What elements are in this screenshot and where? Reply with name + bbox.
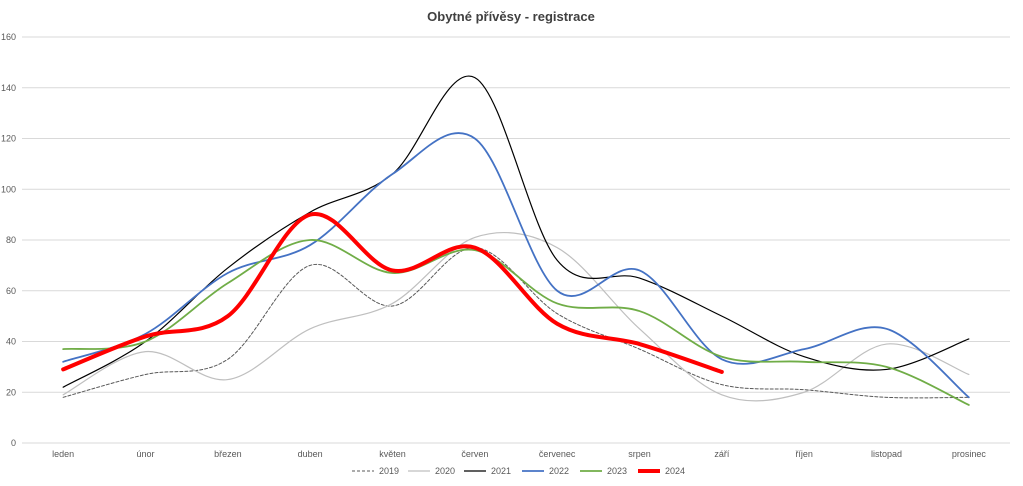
x-tick-label: listopad: [871, 449, 902, 459]
series-line-2020: [62, 232, 970, 402]
series-line-2022: [62, 132, 970, 399]
legend: 2019 2020 2021 2022 2023 2024: [352, 466, 685, 476]
y-tick-label: 140: [1, 83, 16, 93]
x-tick-label: duben: [298, 449, 323, 459]
x-tick-label: září: [714, 449, 730, 459]
x-tick-label: červen: [461, 449, 488, 459]
y-axis-ticks: 0 20 40 60 80 100 120 140 160: [1, 32, 16, 448]
x-tick-label: červenec: [539, 449, 576, 459]
legend-label-2019: 2019: [379, 466, 399, 476]
x-tick-label: srpen: [628, 449, 651, 459]
series-lines: [61, 75, 970, 406]
y-tick-label: 60: [6, 286, 16, 296]
series-line-2024: [61, 212, 724, 374]
series-line-2021: [62, 75, 970, 388]
y-tick-label: 120: [1, 134, 16, 144]
legend-label-2024: 2024: [665, 466, 685, 476]
series-line-2019: [62, 247, 970, 399]
chart-title: Obytné přívěsy - registrace: [427, 9, 595, 24]
legend-label-2022: 2022: [549, 466, 569, 476]
x-tick-label: prosinec: [952, 449, 987, 459]
y-tick-label: 100: [1, 184, 16, 194]
y-tick-label: 0: [11, 438, 16, 448]
legend-label-2023: 2023: [607, 466, 627, 476]
legend-label-2020: 2020: [435, 466, 455, 476]
x-tick-label: březen: [214, 449, 242, 459]
x-tick-label: leden: [52, 449, 74, 459]
y-tick-label: 160: [1, 32, 16, 42]
x-axis-ticks: leden únor březen duben květen červen červenec…: [52, 449, 986, 459]
x-tick-label: květen: [379, 449, 406, 459]
series-line-2023: [62, 239, 970, 406]
gridlines: [22, 36, 1010, 444]
y-tick-label: 80: [6, 235, 16, 245]
x-tick-label: únor: [136, 449, 154, 459]
y-tick-label: 20: [6, 387, 16, 397]
x-tick-label: říjen: [795, 449, 813, 459]
y-tick-label: 40: [6, 337, 16, 347]
legend-label-2021: 2021: [491, 466, 511, 476]
